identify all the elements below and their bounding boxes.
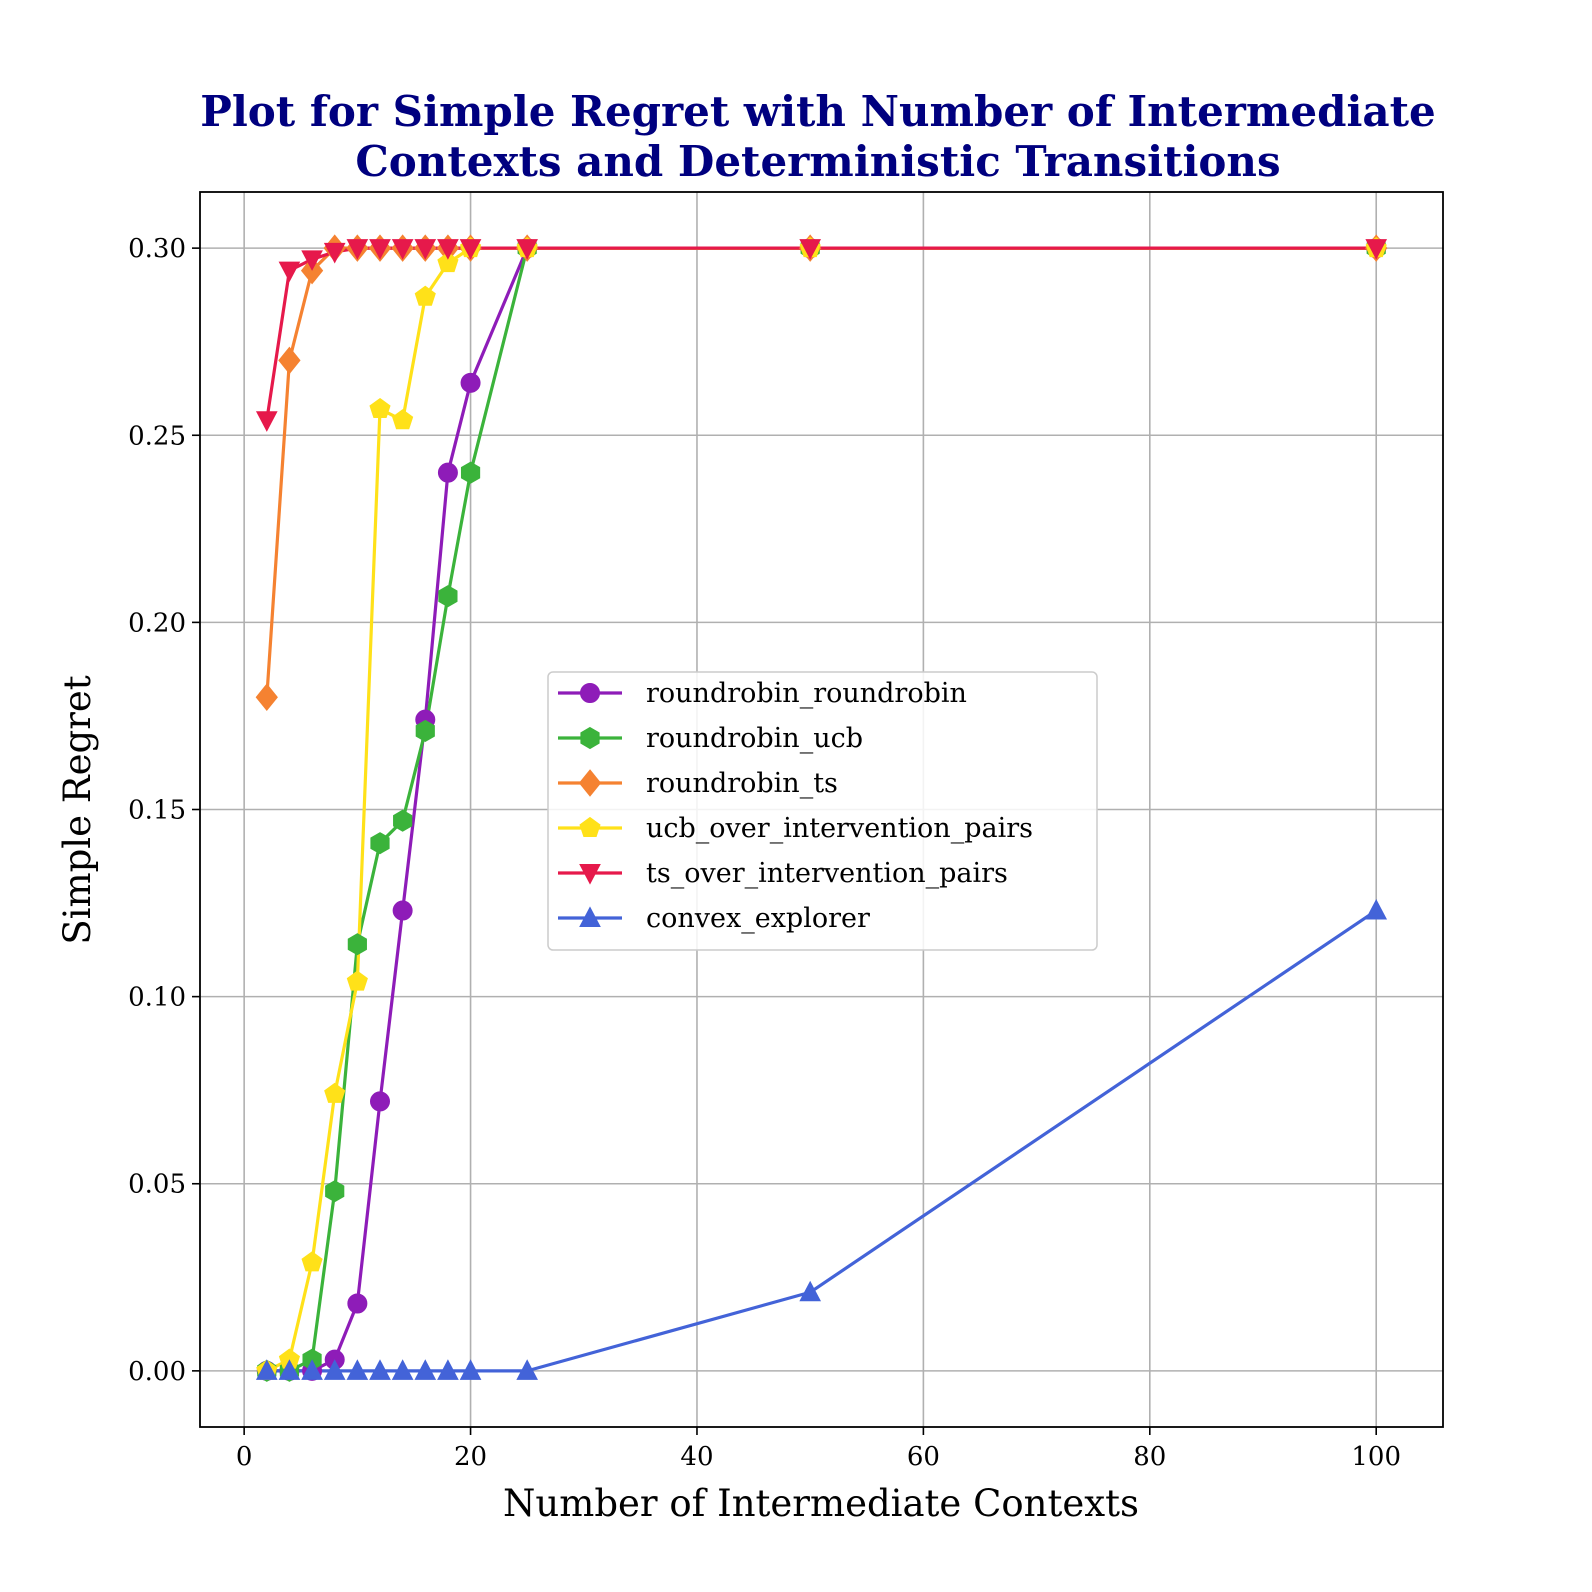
data-point [799, 1280, 822, 1302]
data-point [415, 719, 435, 742]
legend-item-convex_explorer: convex_explorer [558, 903, 870, 934]
chart-title-line-2: Contexts and Deterministic Transitions [355, 137, 1280, 186]
y-tick-label: 0.30 [128, 234, 186, 264]
data-point [414, 239, 437, 260]
data-point [392, 900, 413, 921]
y-tick-label: 0.10 [128, 983, 186, 1013]
x-tick-label: 80 [1133, 1442, 1166, 1472]
data-point [1365, 239, 1388, 260]
data-point [437, 239, 459, 260]
data-point [347, 1293, 368, 1314]
legend-item-roundrobin_roundrobin: roundrobin_roundrobin [558, 678, 967, 709]
series-points-ts_over_intervention_pairs [255, 239, 1388, 432]
series-line-ts_over_intervention_pairs [265, 246, 1377, 421]
series-line-convex_explorer [266, 909, 1378, 1373]
y-tick-label: 0.05 [128, 1170, 186, 1200]
data-point [437, 251, 459, 273]
data-point [278, 261, 301, 283]
data-point [369, 239, 391, 260]
y-tick-label: 0.15 [128, 796, 186, 826]
y-axis-label: Simple Regret [56, 675, 99, 944]
legend-item-roundrobin_ucb: roundrobin_ucb [558, 723, 863, 754]
data-point [370, 832, 390, 855]
data-point [414, 285, 436, 306]
data-point [369, 397, 391, 419]
data-point [438, 585, 458, 608]
x-axis-label: Number of Intermediate Contexts [503, 1482, 1139, 1525]
data-point [414, 1359, 437, 1380]
data-point [459, 239, 482, 260]
data-point [1365, 898, 1388, 920]
data-point [437, 1359, 459, 1380]
series-points-convex_explorer [255, 898, 1388, 1380]
legend-box [547, 671, 1098, 951]
data-point [460, 461, 481, 484]
legend-label: roundrobin_ts [646, 768, 838, 799]
data-point [369, 1359, 391, 1380]
data-point [346, 239, 369, 260]
x-tick-label: 0 [236, 1442, 253, 1472]
legend-marker [579, 864, 601, 885]
legend-label: ucb_over_intervention_pairs [646, 813, 1033, 844]
data-point [301, 250, 323, 271]
data-point [255, 411, 278, 432]
legend-label: roundrobin_ucb [646, 723, 863, 754]
data-point [346, 1359, 369, 1380]
legend-item-ucb_over_intervention_pairs: ucb_over_intervention_pairs [558, 813, 1033, 844]
data-point [325, 1180, 345, 1203]
legend-marker [580, 683, 600, 703]
data-point [255, 683, 278, 712]
y-tick-label: 0.20 [128, 608, 186, 638]
legend-marker [578, 769, 602, 797]
x-tick-label: 60 [907, 1442, 940, 1472]
data-point [459, 1359, 482, 1380]
data-point [278, 1359, 301, 1380]
x-axis-ticks: 0 20 40 60 80 100 [236, 1427, 1401, 1472]
legend-marker [580, 726, 600, 750]
data-point [278, 346, 301, 375]
data-point [391, 1359, 414, 1380]
legend-label: convex_explorer [646, 903, 870, 934]
y-tick-label: 0.00 [128, 1357, 186, 1387]
legend-item-roundrobin_ts: roundrobin_ts [558, 768, 838, 799]
data-point [324, 1082, 346, 1103]
y-tick-label: 0.25 [128, 421, 186, 451]
legend-marker [579, 906, 601, 927]
legend: roundrobin_roundrobin roundrobin_ucbround… [547, 671, 1098, 951]
x-tick-label: 100 [1351, 1442, 1401, 1472]
data-point [393, 809, 413, 832]
data-point [323, 242, 346, 264]
data-point [301, 1359, 323, 1380]
series-points-roundrobin_ts [255, 234, 1388, 712]
data-point [392, 409, 414, 430]
data-point [516, 239, 538, 260]
data-point [437, 462, 458, 483]
data-point [346, 970, 368, 991]
x-tick-label: 40 [680, 1442, 713, 1472]
data-point [255, 1359, 278, 1380]
data-point [460, 372, 481, 393]
legend-label: ts_over_intervention_pairs [646, 858, 1008, 889]
data-point [347, 933, 367, 956]
data-point [516, 1359, 538, 1380]
data-point [369, 1091, 390, 1112]
data-point [799, 239, 822, 260]
data-point [391, 239, 414, 260]
chart-title-line-1: Plot for Simple Regret with Number of In… [200, 87, 1436, 136]
legend-item-ts_over_intervention_pairs: ts_over_intervention_pairs [558, 858, 1008, 889]
legend-marker [579, 816, 601, 837]
x-tick-label: 20 [454, 1442, 487, 1472]
data-point [301, 1251, 323, 1272]
legend-label: roundrobin_roundrobin [646, 678, 967, 709]
data-point [323, 1359, 346, 1380]
y-axis-ticks: 0.00 0.05 0.10 0.15 0.20 0.25 0.30 [128, 234, 200, 1387]
series-markers [255, 234, 1388, 1382]
